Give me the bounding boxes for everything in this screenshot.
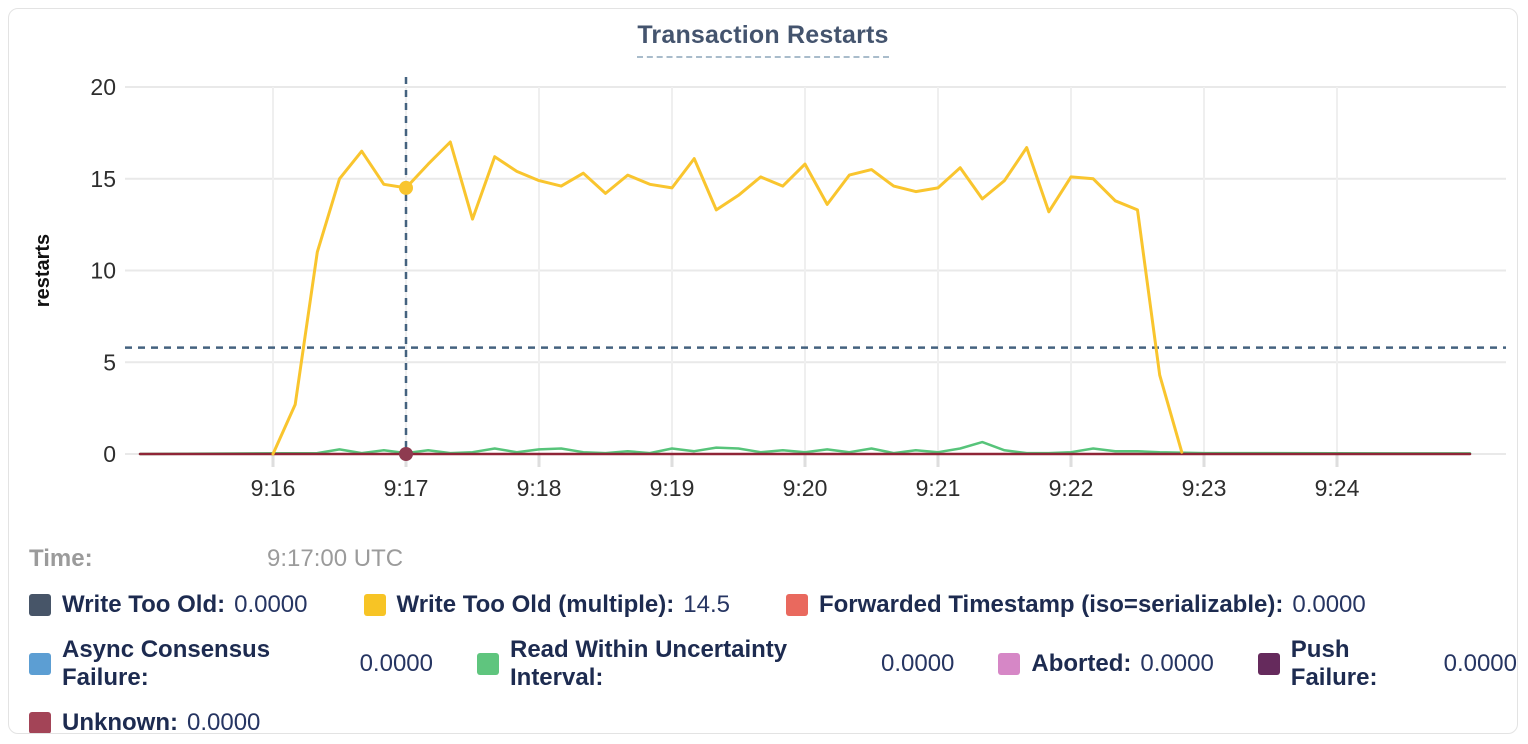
legend-value: 0.0000 [1443,650,1517,677]
svg-text:9:23: 9:23 [1182,475,1227,501]
svg-text:9:24: 9:24 [1315,475,1360,501]
read-within-uncertainty-swatch-icon [476,653,499,675]
hover-time-row: Time: 9:17:00 UTC [29,545,1517,573]
legend-label: Read Within Uncertainty Interval: [509,636,788,691]
legend-item-async-consensus-failure[interactable]: Async Consensus Failure: 0.0000 [29,636,433,692]
legend-row-1: Write Too Old: 0.0000 Write Too Old (mul… [29,591,1517,619]
svg-text:9:21: 9:21 [916,475,961,501]
svg-text:9:18: 9:18 [517,475,562,501]
legend-label: Aborted: [1031,650,1132,677]
legend-value: 0.0000 [234,591,308,618]
legend-label: Write Too Old: [62,591,226,618]
legend-value: 0.0000 [186,709,261,734]
legend-label: Forwarded Timestamp (iso=serializable): [818,591,1284,618]
svg-text:9:22: 9:22 [1049,475,1094,501]
restarts-chart[interactable]: 0 5 10 15 20 9:16 9:17 9:18 9:19 9:20 9:21 9:22 9:23… [9,59,1517,519]
svg-text:9:17: 9:17 [384,475,429,501]
write-too-old-multiple-swatch-icon [363,594,386,616]
svg-text:0: 0 [103,441,116,467]
legend-value: 0.0000 [881,650,955,677]
chart-legend: Write Too Old: 0.0000 Write Too Old (mul… [29,591,1517,734]
legend-item-aborted[interactable]: Aborted: 0.0000 [998,650,1214,678]
time-label: Time: [29,545,93,572]
legend-item-read-within-uncertainty[interactable]: Read Within Uncertainty Interval: 0.0000 [476,636,955,692]
write-too-old-swatch-icon [29,594,51,616]
forwarded-timestamp-swatch-icon [785,594,808,616]
legend-item-write-too-old[interactable]: Write Too Old: 0.0000 [29,591,308,619]
chart-title[interactable]: Transaction Restarts [637,21,889,58]
legend-row-2: Async Consensus Failure: 0.0000 Read Wit… [29,636,1517,692]
legend-row-3: Unknown: 0.0000 [29,709,1517,734]
unknown-swatch-icon [29,712,51,733]
svg-text:restarts: restarts [32,234,54,307]
legend-value: 0.0000 [1292,591,1366,618]
chart-card: Transaction Restarts 0 5 10 15 20 9:16 9:17 9:1… [8,8,1518,734]
push-failure-swatch-icon [1257,653,1280,675]
svg-text:5: 5 [103,349,116,375]
legend-item-unknown[interactable]: Unknown: 0.0000 [29,709,261,734]
legend-item-push-failure[interactable]: Push Failure: 0.0000 [1257,636,1517,692]
svg-text:20: 20 [90,74,116,100]
svg-text:15: 15 [90,166,116,192]
legend-label: Push Failure: [1290,636,1378,691]
svg-text:9:16: 9:16 [251,475,296,501]
svg-text:10: 10 [90,258,116,284]
legend-value: 14.5 [683,591,730,618]
svg-text:9:20: 9:20 [783,475,828,501]
legend-label: Async Consensus Failure: [62,636,271,691]
legend-label: Write Too Old (multiple): [396,591,675,618]
svg-text:9:19: 9:19 [650,475,695,501]
legend-value: 0.0000 [359,650,433,677]
chart-header: Transaction Restarts [9,21,1517,59]
legend-item-write-too-old-multiple[interactable]: Write Too Old (multiple): 14.5 [363,591,730,619]
legend-label: Unknown: [62,709,178,734]
legend-value: 0.0000 [1140,650,1214,677]
legend-item-forwarded-timestamp[interactable]: Forwarded Timestamp (iso=serializable): … [785,591,1366,619]
time-value: 9:17:00 UTC [267,545,404,572]
async-consensus-failure-swatch-icon [29,653,51,675]
aborted-swatch-icon [998,653,1021,675]
